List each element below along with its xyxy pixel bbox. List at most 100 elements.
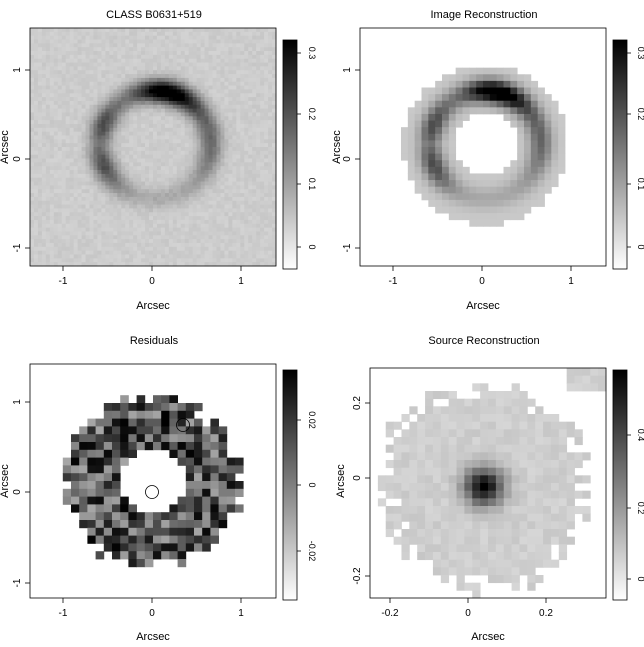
heatmap-cell	[112, 488, 121, 497]
heatmap-cell	[93, 242, 98, 248]
heatmap-cell	[65, 193, 71, 198]
heatmap-cell	[160, 70, 166, 75]
heatmap-cell	[212, 89, 217, 94]
heatmap-cell	[503, 513, 512, 522]
heatmap-cell	[41, 246, 47, 252]
heatmap-cell	[200, 97, 205, 102]
heatmap-cell	[89, 89, 94, 94]
heatmap-cell	[196, 258, 202, 263]
heatmap-cell	[264, 89, 269, 94]
heatmap-cell	[97, 219, 102, 225]
heatmap-cell	[236, 131, 241, 136]
heatmap-cell	[232, 58, 237, 63]
heatmap-cell	[97, 89, 102, 94]
heatmap-cell	[133, 193, 138, 198]
heatmap-cell	[30, 208, 35, 213]
heatmap-cell	[137, 77, 142, 83]
heatmap-cell	[244, 219, 249, 225]
heatmap-cell	[133, 35, 138, 40]
heatmap-cell	[129, 93, 134, 98]
heatmap-cell	[109, 162, 114, 167]
heatmap-cell	[224, 196, 229, 202]
heatmap-cell	[69, 62, 75, 67]
heatmap-cell	[192, 200, 198, 205]
heatmap-cell	[85, 43, 90, 48]
heatmap-cell	[177, 418, 187, 427]
heatmap-cell	[432, 429, 442, 438]
heatmap-cell	[200, 235, 205, 240]
heatmap-cell	[129, 185, 134, 190]
heatmap-cell	[483, 213, 491, 221]
heatmap-cell	[117, 62, 122, 67]
heatmap-cell	[464, 544, 473, 553]
heatmap-cell	[196, 181, 202, 186]
heatmap-cell	[194, 473, 203, 482]
heatmap-cell	[472, 467, 481, 476]
heatmap-cell	[125, 43, 130, 48]
heatmap-cell	[97, 39, 102, 44]
heatmap-cell	[256, 219, 261, 225]
heatmap-cell	[456, 421, 465, 430]
heatmap-cell	[435, 186, 443, 194]
heatmap-cell	[137, 216, 142, 221]
heatmap-cell	[121, 116, 126, 121]
heatmap-cell	[220, 173, 225, 179]
heatmap-cell	[172, 62, 178, 67]
heatmap-cell	[252, 81, 257, 86]
heatmap-cell	[185, 473, 195, 482]
heatmap-cell	[125, 166, 130, 171]
heatmap-cell	[252, 143, 257, 148]
heatmap-cell	[73, 35, 79, 40]
heatmap-cell	[455, 199, 463, 207]
heatmap-cell	[81, 89, 86, 94]
heatmap-cell	[77, 100, 82, 106]
heatmap-cell	[272, 250, 277, 255]
heatmap-cell	[41, 177, 47, 182]
heatmap-cell	[192, 147, 198, 152]
heatmap-cell	[45, 223, 51, 229]
heatmap-cell	[489, 107, 498, 115]
heatmap-cell	[53, 154, 59, 159]
heatmap-cell	[136, 403, 146, 412]
heatmap-cell	[417, 421, 426, 430]
heatmap-cell	[33, 204, 39, 209]
heatmap-cell	[57, 242, 63, 248]
x-axis-label: Arcsec	[136, 631, 170, 643]
heatmap-cell	[176, 254, 182, 259]
heatmap-cell	[483, 87, 491, 95]
heatmap-cell	[448, 429, 457, 438]
heatmap-cell	[45, 258, 51, 263]
heatmap-cell	[248, 196, 253, 202]
heatmap-cell	[125, 97, 130, 102]
heatmap-cell	[160, 219, 166, 225]
heatmap-cell	[105, 212, 110, 217]
heatmap-cell	[414, 127, 422, 135]
heatmap-cell	[188, 173, 194, 179]
heatmap-cell	[164, 193, 170, 198]
heatmap-cell	[145, 127, 150, 133]
heatmap-cell	[200, 28, 205, 33]
heatmap-cell	[129, 196, 134, 202]
heatmap-cell	[260, 166, 265, 171]
heatmap-cell	[236, 200, 241, 205]
heatmap-cell	[137, 162, 142, 167]
heatmap-cell	[228, 97, 233, 102]
heatmap-cell	[417, 444, 426, 453]
heatmap-cell	[73, 189, 79, 194]
heatmap-cell	[85, 147, 90, 152]
heatmap-cell	[503, 100, 511, 108]
heatmap-cell	[41, 181, 47, 186]
heatmap-cell	[161, 527, 170, 536]
heatmap-cell	[172, 208, 178, 213]
heatmap-cell	[272, 35, 277, 40]
heatmap-cell	[184, 208, 190, 213]
heatmap-cell	[272, 258, 277, 263]
heatmap-cell	[120, 527, 129, 536]
heatmap-cell	[117, 97, 122, 102]
heatmap-cell	[37, 54, 43, 60]
heatmap-cell	[244, 58, 249, 63]
heatmap-cell	[101, 173, 106, 179]
heatmap-cell	[220, 120, 225, 125]
heatmap-cell	[41, 239, 47, 244]
heatmap-cell	[141, 204, 146, 209]
